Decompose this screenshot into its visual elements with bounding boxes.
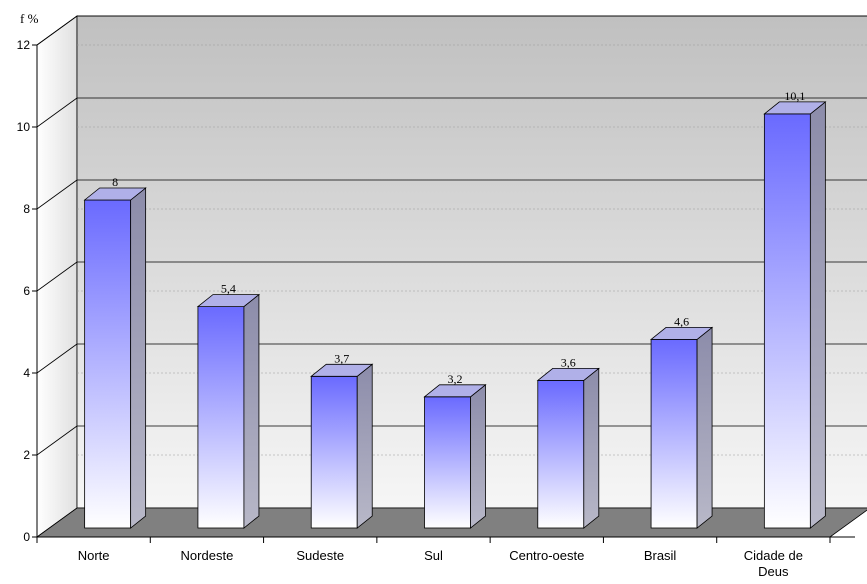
bar-side (130, 187, 147, 529)
y-tick-label: 8 (23, 202, 30, 216)
category-label: Norte (78, 548, 110, 563)
bar-front (763, 113, 811, 529)
bar-top (763, 101, 827, 115)
bar (83, 187, 147, 529)
bar-front (310, 375, 358, 529)
data-label: 3,7 (334, 351, 349, 365)
bar (536, 367, 600, 529)
data-label: 8 (112, 175, 118, 189)
bar-front (84, 199, 132, 529)
category-label: Brasil (644, 548, 677, 563)
labels: 8 Norte 5,4 Nordeste 3,7 Sudeste 3,2 Sul 3,6 Cent… (17, 38, 806, 579)
bar-top (423, 384, 487, 398)
bar-side (809, 101, 826, 529)
bar-side (243, 293, 260, 529)
category-label: Cidade de Deus (744, 548, 803, 579)
y-tick-label: 6 (23, 284, 30, 298)
bars (83, 101, 827, 529)
data-label: 10,1 (784, 89, 805, 103)
bar (310, 363, 374, 529)
data-label: 5,4 (221, 282, 236, 296)
bar-top (196, 294, 261, 308)
bar-side (470, 383, 486, 529)
bar-front (650, 338, 698, 529)
y-tick-label: 0 (23, 530, 30, 544)
gridline-side (36, 179, 78, 210)
bar-top (83, 187, 147, 201)
category-label: Sul (424, 548, 443, 563)
gridlines (36, 15, 867, 456)
bar-top (310, 363, 374, 377)
y-tick-label: 10 (17, 120, 31, 134)
category-label: Sudeste (296, 548, 344, 563)
axes (32, 44, 855, 543)
bar-side (696, 326, 713, 529)
bar (763, 101, 827, 529)
data-label: 3,6 (561, 355, 576, 369)
bar (423, 383, 487, 529)
y-tick-label: 12 (17, 38, 31, 52)
y-tick-label: 4 (23, 366, 30, 380)
bar-front (197, 306, 245, 529)
bar (196, 293, 261, 529)
gridline-side (36, 425, 78, 456)
bar-top (536, 367, 600, 381)
category-label: Nordeste (181, 548, 234, 563)
bar-front (537, 379, 585, 529)
data-label: 4,6 (674, 314, 689, 328)
category-label: Centro-oeste (509, 548, 584, 563)
y-tick-label: 2 (23, 448, 30, 462)
bar-side (583, 367, 600, 529)
bar (649, 326, 714, 529)
gridline-side (36, 343, 78, 374)
bar-front (424, 396, 471, 529)
bar-top (649, 326, 714, 340)
bar-side (356, 363, 373, 529)
gridline-side (36, 261, 78, 292)
y-axis-label: f % (20, 11, 39, 26)
gridline-side (36, 15, 78, 46)
gridline-side (36, 97, 78, 128)
data-label: 3,2 (448, 372, 463, 386)
